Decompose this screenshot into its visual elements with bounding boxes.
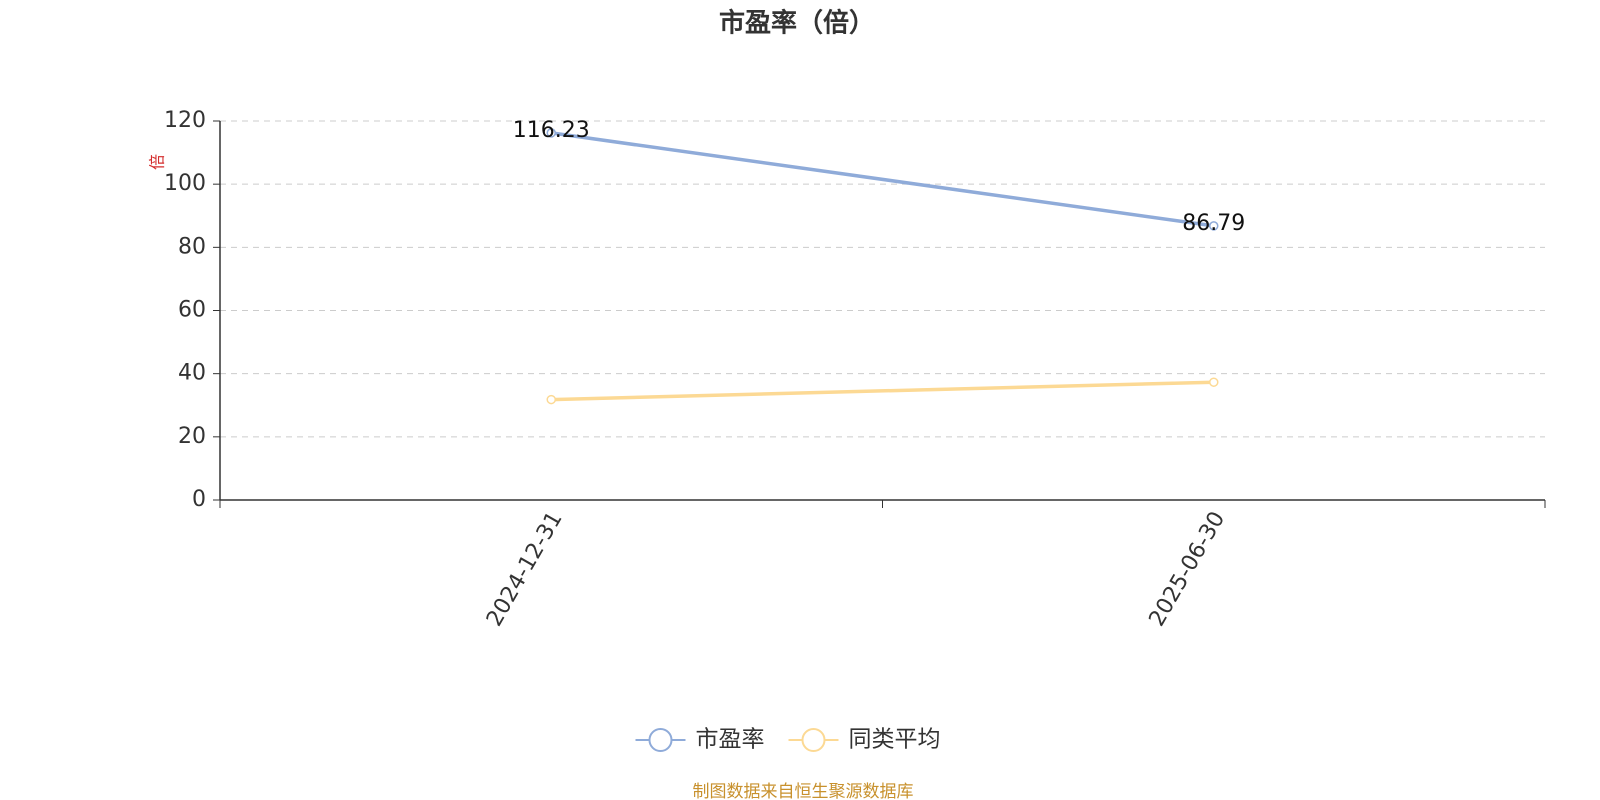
y-tick-label: 40 <box>178 361 206 386</box>
series-line <box>551 380 1214 402</box>
y-tick-label: 80 <box>178 234 206 259</box>
y-tick-label: 120 <box>164 108 206 133</box>
x-tick-label: 2024-12-31 <box>482 508 568 631</box>
data-label: 86.79 <box>1182 211 1245 236</box>
chart-title: 市盈率（倍） <box>719 8 875 39</box>
legend-marker <box>648 728 673 752</box>
x-tick-label: 2025-06-30 <box>1145 508 1231 631</box>
y-tick-label: 100 <box>164 171 206 196</box>
series-line <box>551 131 1214 228</box>
point <box>546 128 556 138</box>
y-tick-label: 0 <box>192 487 206 512</box>
y-axis-label: 倍 <box>148 154 167 170</box>
point <box>1209 377 1219 387</box>
point <box>1209 221 1219 231</box>
legend-label: 同类平均 <box>849 727 941 753</box>
y-tick-label: 20 <box>178 424 206 449</box>
source-note: 制图数据来自恒生聚源数据库 <box>693 782 914 800</box>
legend-marker <box>801 728 826 752</box>
point <box>546 394 556 405</box>
y-tick-label: 60 <box>178 298 206 323</box>
data-label: 116.23 <box>513 118 590 143</box>
legend-label: 市盈率 <box>696 727 765 753</box>
